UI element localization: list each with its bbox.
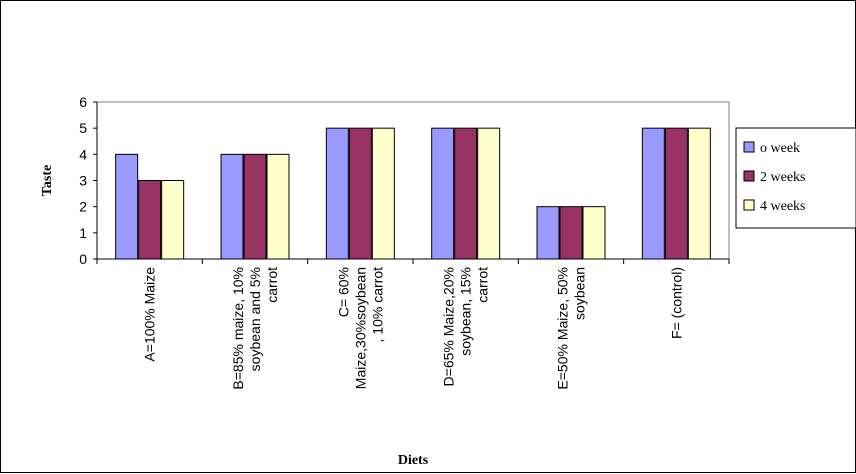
x-category-line: F= (control) (668, 267, 684, 339)
bar (641, 127, 665, 260)
x-category-line: Maize,30%soybean (352, 267, 368, 389)
legend-swatch (743, 170, 755, 182)
bar (266, 153, 290, 260)
x-category-line: carrot (475, 267, 491, 303)
x-category-line: carrot (264, 267, 280, 303)
y-tick-labels: 0 1 2 3 4 5 6 (79, 94, 87, 267)
x-category-label: E=50% Maize, 50% soybean (555, 267, 588, 390)
legend-box (735, 127, 856, 229)
x-category-line: soybean, 15% (458, 267, 474, 356)
x-category-line: C= 60% (335, 267, 351, 317)
bar (431, 127, 455, 260)
legend-swatch (743, 199, 755, 211)
x-category-line: soybean (572, 267, 588, 320)
bar (115, 153, 139, 260)
y-axis-title: Taste (40, 165, 55, 196)
bar (559, 206, 583, 260)
y-tick-label: 1 (79, 225, 87, 241)
bar (348, 127, 372, 260)
x-category-label: B=85% maize, 10% soybean and 5% carrot (230, 267, 280, 390)
bar (687, 127, 711, 260)
bar (371, 127, 395, 260)
y-tick-label: 4 (79, 146, 87, 162)
bar (243, 153, 267, 260)
x-category-label: C= 60% Maize,30%soybean, 10% carrot (335, 267, 385, 389)
y-tick-label: 3 (79, 173, 87, 189)
bar (454, 127, 478, 260)
bar (138, 180, 162, 260)
bar (477, 127, 501, 260)
legend: o week 2 weeks 4 weeks (735, 127, 856, 229)
bar (664, 127, 688, 260)
x-category-line: , 10% carrot (369, 267, 385, 343)
x-category-line: A=100% Maize (142, 267, 158, 362)
x-category-label: A=100% Maize (142, 267, 158, 362)
x-category-line: E=50% Maize, 50% (555, 267, 571, 390)
legend-swatch (743, 141, 755, 153)
plot-area (96, 101, 730, 260)
bars-group (115, 127, 711, 260)
x-category-labels: A=100% Maize B=85% maize, 10% soybean and … (142, 267, 685, 390)
legend-label: o week (760, 141, 800, 156)
x-axis-title: Diets (398, 453, 429, 468)
bar (582, 206, 606, 260)
y-tick-label: 5 (79, 120, 87, 136)
y-tick-label: 2 (79, 199, 87, 215)
y-tick-label: 0 (79, 251, 87, 267)
x-category-line: soybean and 5% (247, 267, 263, 371)
bar (161, 180, 185, 260)
legend-label: 4 weeks (760, 199, 806, 214)
legend-label: 2 weeks (760, 170, 806, 185)
x-category-label: D=65% Maize,20% soybean, 15% carrot (441, 267, 491, 387)
x-category-line: D=65% Maize,20% (441, 267, 457, 386)
y-tick-label: 6 (79, 94, 87, 110)
bar (325, 127, 349, 260)
bar (536, 206, 560, 260)
x-category-label: F= (control) (668, 267, 684, 339)
axes-group (93, 101, 730, 264)
x-category-line: B=85% maize, 10% (230, 267, 246, 390)
bar (220, 153, 244, 260)
